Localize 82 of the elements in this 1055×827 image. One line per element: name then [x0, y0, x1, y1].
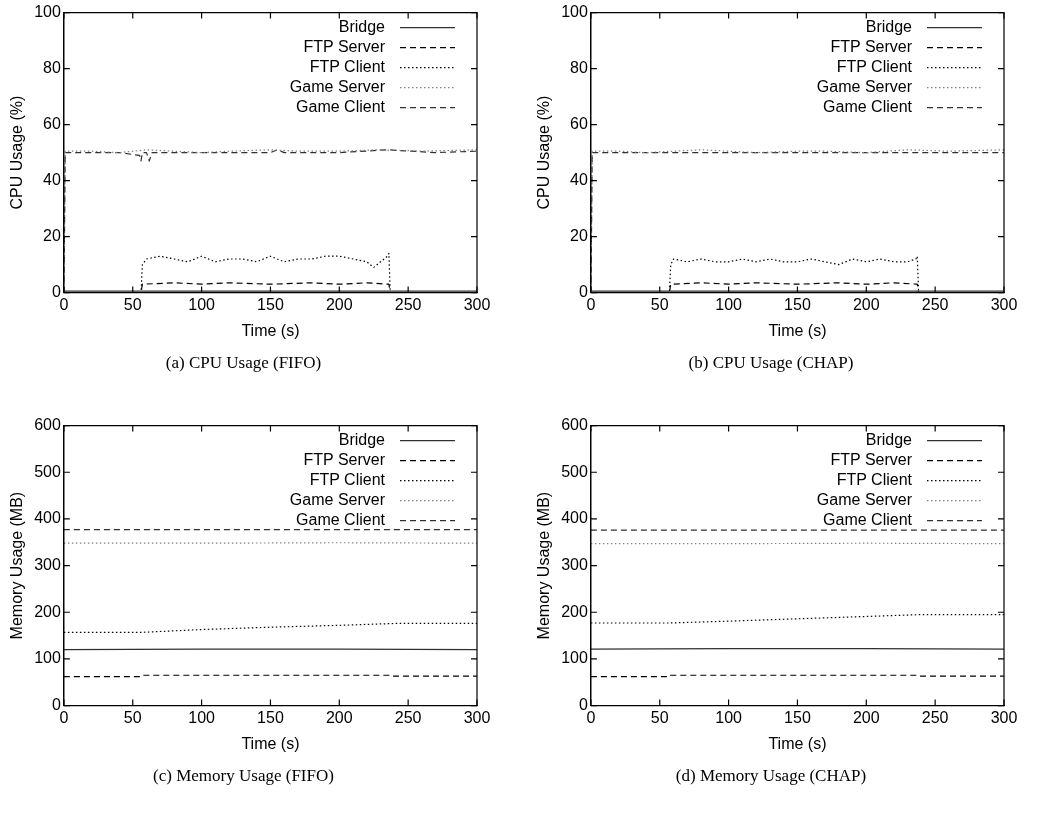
y-tick-label: 100: [561, 3, 588, 21]
legend-label: Game Client: [823, 511, 913, 529]
legend-label: Game Client: [823, 98, 913, 116]
y-tick-label: 80: [43, 59, 61, 77]
legend-label: Bridge: [338, 431, 386, 449]
y-tick-label: 100: [34, 649, 61, 667]
y-tick-label: 0: [51, 283, 61, 301]
y-tick-label: 400: [34, 509, 61, 527]
x-tick-label: 250: [394, 295, 422, 313]
text: (a) CPU Usage (FIFO): [164, 353, 323, 373]
y-tick-label: 300: [34, 556, 61, 574]
x-tick-label: 150: [784, 295, 811, 313]
text: (b) CPU Usage (CHAP): [687, 353, 855, 373]
x-tick-label: 150: [257, 295, 284, 313]
legend-label: FTP Server: [303, 451, 386, 469]
y-axis-title: CPU Usage (%): [8, 95, 26, 210]
legend-label: FTP Server: [303, 38, 386, 56]
x-tick-label: 100: [715, 708, 743, 726]
y-tick-label: 400: [561, 509, 588, 527]
x-axis-title: Time (s): [241, 321, 300, 339]
legend-label: Bridge: [865, 431, 913, 449]
legend-label: Game Client: [296, 511, 386, 529]
legend-label: FTP Server: [830, 38, 913, 56]
x-tick-label: 300: [463, 708, 491, 726]
y-tick-label: 600: [34, 416, 61, 434]
y-tick-label: 60: [570, 115, 588, 133]
y-tick-label: 100: [561, 649, 588, 667]
y-tick-label: 300: [561, 556, 588, 574]
text: (c) Memory Usage (FIFO): [152, 766, 335, 786]
x-tick-label: 200: [325, 708, 353, 726]
x-tick-label: 250: [394, 708, 422, 726]
x-tick-label: 50: [123, 708, 142, 726]
y-tick-label: 40: [43, 171, 61, 189]
x-tick-label: 100: [188, 708, 216, 726]
x-tick-label: 300: [990, 295, 1018, 313]
y-tick-label: 0: [578, 283, 588, 301]
y-tick-label: 100: [34, 3, 61, 21]
x-tick-label: 300: [990, 708, 1018, 726]
x-tick-label: 150: [257, 708, 284, 726]
x-tick-label: 250: [921, 708, 949, 726]
text: (d) Memory Usage (CHAP): [674, 766, 868, 786]
x-tick-label: 100: [715, 295, 743, 313]
y-tick-label: 80: [570, 59, 588, 77]
legend-label: Game Client: [296, 98, 386, 116]
y-axis-title: Memory Usage (MB): [8, 491, 26, 640]
legend-label: FTP Server: [830, 451, 913, 469]
y-tick-label: 500: [561, 462, 588, 480]
x-tick-label: 50: [123, 295, 142, 313]
x-tick-label: 200: [852, 295, 880, 313]
legend-label: FTP Client: [309, 471, 386, 489]
y-axis-title: CPU Usage (%): [535, 95, 553, 210]
x-tick-label: 300: [463, 295, 491, 313]
y-tick-label: 0: [51, 696, 61, 714]
y-axis-title: Memory Usage (MB): [535, 491, 553, 640]
x-tick-label: 50: [650, 708, 669, 726]
y-tick-label: 40: [570, 171, 588, 189]
x-tick-label: 150: [784, 708, 811, 726]
y-tick-label: 500: [34, 462, 61, 480]
legend-label: FTP Client: [836, 58, 913, 76]
x-tick-label: 50: [650, 295, 669, 313]
legend-label: FTP Client: [309, 58, 386, 76]
legend-label: Game Server: [816, 78, 913, 96]
x-tick-label: 200: [325, 295, 353, 313]
x-axis-title: Time (s): [768, 734, 827, 752]
legend-label: Bridge: [338, 18, 386, 36]
legend-label: Bridge: [865, 18, 913, 36]
legend-label: Game Server: [289, 491, 386, 509]
y-tick-label: 60: [43, 115, 61, 133]
x-tick-label: 100: [188, 295, 216, 313]
legend-label: FTP Client: [836, 471, 913, 489]
y-tick-label: 200: [561, 602, 588, 620]
x-axis-title: Time (s): [768, 321, 827, 339]
y-tick-label: 0: [578, 696, 588, 714]
y-tick-label: 20: [570, 227, 588, 245]
y-tick-label: 20: [43, 227, 61, 245]
x-tick-label: 200: [852, 708, 880, 726]
x-axis-title: Time (s): [241, 734, 300, 752]
y-tick-label: 200: [34, 602, 61, 620]
x-tick-label: 250: [921, 295, 949, 313]
legend-label: Game Server: [289, 78, 386, 96]
y-tick-label: 600: [561, 416, 588, 434]
legend-label: Game Server: [816, 491, 913, 509]
